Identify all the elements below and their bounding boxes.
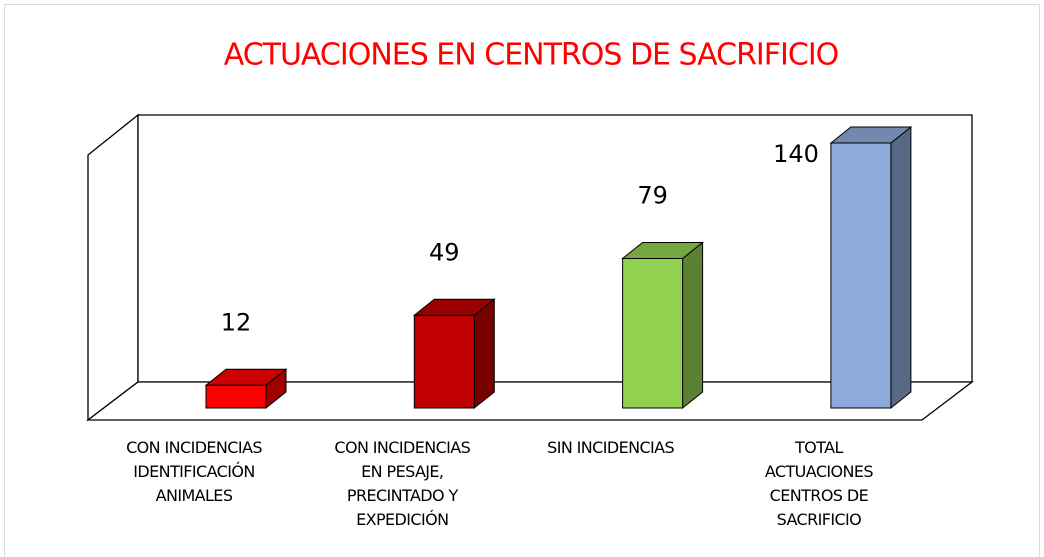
bar-side [890,125,912,410]
value-label: 140 [773,140,819,168]
bar-front [830,142,892,409]
x-tick-label: CON INCIDENCIAS EN PESAJE, PRECINTADO Y … [334,438,471,529]
bar [829,125,913,410]
bar-front [413,314,475,409]
x-tick-label: SIN INCIDENCIAS [547,438,675,457]
x-tick-label: CON INCIDENCIAS IDENTIFICACIÓN ANIMALES [126,438,262,505]
bar-side [473,298,495,410]
bar-front [622,257,684,409]
x-tick-label: TOTAL ACTUACIONES CENTROS DE SACRIFICIO [764,438,874,529]
bar [621,241,705,410]
bar-side [682,241,704,410]
chart-title: ACTUACIONES EN CENTROS DE SACRIFICIO [224,38,839,73]
bar-front [205,384,267,409]
plot-walls [86,113,974,422]
bar [204,368,288,410]
value-label: 49 [429,238,460,266]
value-label: 12 [221,308,252,336]
value-label: 79 [637,181,668,209]
bar [412,298,496,410]
